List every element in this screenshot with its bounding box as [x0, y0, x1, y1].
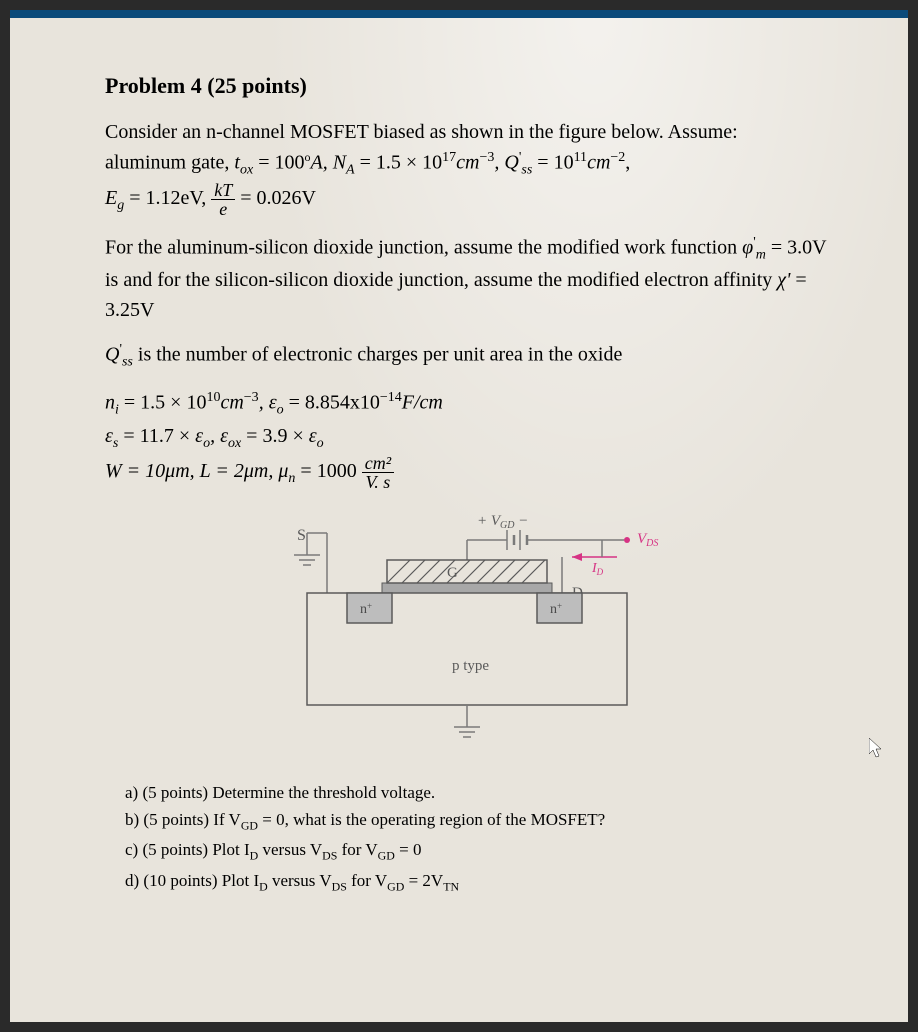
question-list: a) (5 points) Determine the threshold vo… [125, 780, 838, 896]
ni-exp: 10 [206, 390, 220, 405]
figure-wrapper: S + VGD − VDS [105, 505, 838, 755]
problem-title: Problem 4 (25 points) [105, 73, 838, 99]
tox-sub: ox [240, 163, 253, 178]
kt-val: = 0.026V [235, 187, 316, 209]
ni-unit-exp: −3 [244, 390, 259, 405]
intro-line2-pre: aluminum gate, [105, 152, 234, 174]
intro-paragraph: Consider an n-channel MOSFET biased as s… [105, 117, 838, 218]
mun-num: cm² [362, 454, 394, 473]
constants-paragraph: ni = 1.5 × 1010cm−3, εo = 8.854x10−14F/c… [105, 387, 838, 491]
question-c: c) (5 points) Plot ID versus VDS for VGD… [125, 837, 838, 865]
fig-vds-label: VDS [637, 531, 658, 549]
question-a: a) (5 points) Determine the threshold vo… [125, 780, 838, 806]
qss-val: = 10 [532, 152, 573, 174]
ni-val: = 1.5 × 10 [119, 392, 207, 414]
qss-definition: Q'ss is the number of electronic charges… [105, 339, 838, 373]
phi-val: = 3.0V [766, 236, 826, 258]
fig-vgd-label: + VGD − [477, 513, 528, 531]
question-b: b) (5 points) If VGD = 0, what is the op… [125, 807, 838, 835]
para-workfunction: For the aluminum-silicon dioxide junctio… [105, 232, 838, 326]
fig-s-label: S [297, 527, 306, 544]
na-exp: 17 [442, 150, 456, 165]
eox-ref: ε [309, 425, 317, 447]
tox-val: = 100 [253, 152, 304, 174]
qss-sym: , Q [494, 152, 518, 174]
es-val: = 11.7 × [118, 425, 195, 447]
kt-frac: kTe [211, 181, 235, 218]
mun-val: = 1000 [295, 460, 356, 482]
na-sub: A [346, 163, 355, 178]
mun-frac: cm²V. s [362, 454, 394, 491]
qssd-text: is the number of electronic charges per … [133, 344, 622, 366]
qss-exp: 11 [574, 150, 587, 165]
wf-text1: For the aluminum-silicon dioxide junctio… [105, 236, 742, 258]
e0-val: = 8.854x10 [284, 392, 380, 414]
mosfet-circuit-figure: S + VGD − VDS [252, 505, 692, 755]
na-sym: , N [323, 152, 346, 174]
fig-ptype: p type [452, 658, 489, 674]
phi-sub: m [756, 247, 766, 262]
na-unit-exp: −3 [480, 150, 495, 165]
qss-sub: ss [521, 163, 532, 178]
document-page: Problem 4 (25 points) Consider an n-chan… [10, 18, 908, 1022]
wl-text: W = 10μm, L = 2μm, μ [105, 460, 288, 482]
qssd-sub: ss [122, 355, 133, 370]
ni-sym: n [105, 392, 115, 414]
es-ref-sub: o [203, 436, 210, 451]
es-ref: ε [195, 425, 203, 447]
wf-text2: is and for the silicon-silicon dioxide j… [105, 269, 777, 291]
phi-sym: φ [742, 236, 753, 258]
na-unit: cm [456, 152, 479, 174]
window-frame: Problem 4 (25 points) Consider an n-chan… [10, 10, 908, 1022]
mun-den: V. s [363, 473, 394, 491]
eg-sym: E [105, 187, 117, 209]
comma: , [625, 152, 630, 174]
e0-unit: F/cm [402, 392, 443, 414]
e0-exp: −14 [380, 390, 402, 405]
ni-unit: cm [220, 392, 243, 414]
tox-ang: A [310, 152, 322, 174]
qss-unit: cm [587, 152, 610, 174]
eox-sym: , ε [210, 425, 228, 447]
es-sym: ε [105, 425, 113, 447]
qss-unit-exp: −2 [610, 150, 625, 165]
e0-sym: , ε [259, 392, 277, 414]
intro-line1: Consider an n-channel MOSFET biased as s… [105, 121, 738, 143]
cursor-icon [869, 738, 883, 758]
eox-ref-sub: o [317, 436, 324, 451]
eg-val: = 1.12eV, [124, 187, 211, 209]
eox-val: = 3.9 × [241, 425, 309, 447]
e0-sub: o [277, 403, 284, 418]
question-d: d) (10 points) Plot ID versus VDS for VG… [125, 868, 838, 896]
qssd-sym: Q [105, 344, 119, 366]
kt-num: kT [211, 181, 235, 200]
chi-sym: χ' [777, 269, 790, 291]
na-val: = 1.5 × 10 [355, 152, 443, 174]
kt-den: e [216, 200, 230, 218]
eox-sub: ox [228, 436, 241, 451]
fig-id-label: ID [591, 561, 604, 577]
